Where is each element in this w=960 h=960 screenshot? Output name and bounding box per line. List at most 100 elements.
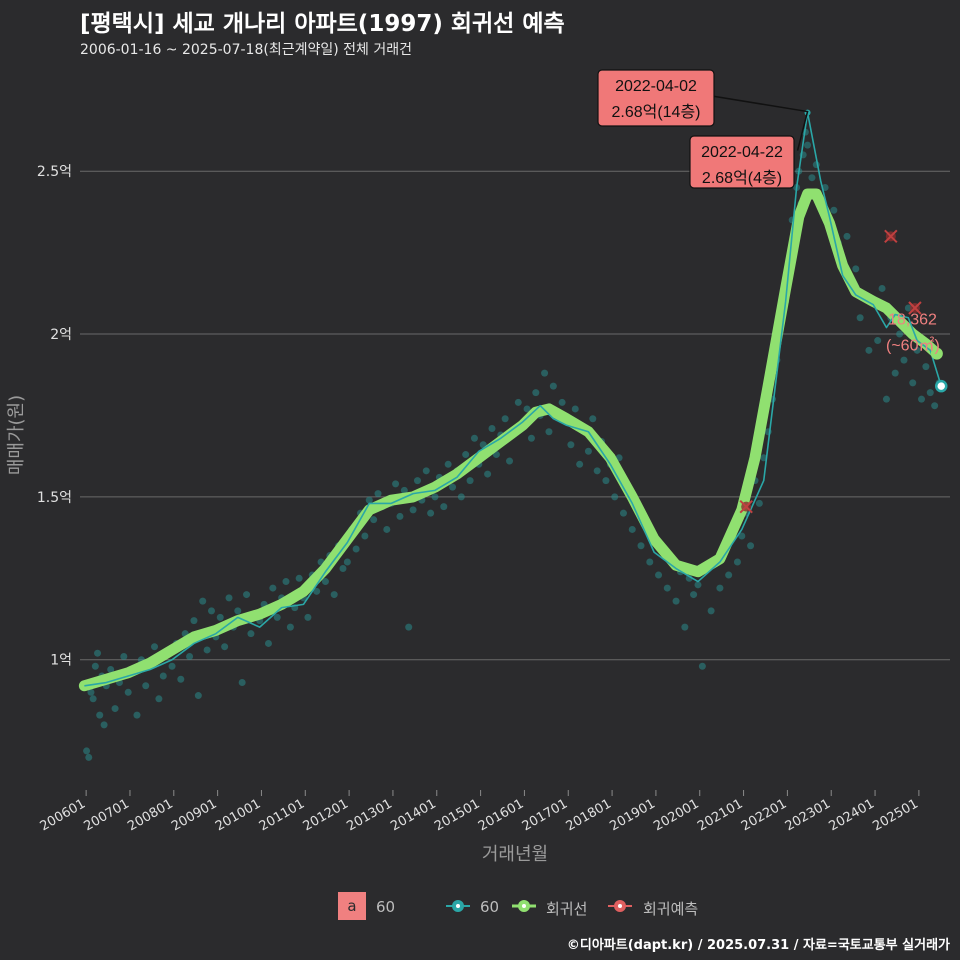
scatter-point — [501, 415, 509, 423]
scatter-point — [698, 662, 706, 670]
scatter-point — [321, 578, 329, 586]
annotation-date: 2022-04-02 — [615, 78, 697, 95]
scatter-point — [120, 652, 128, 660]
scatter-point — [225, 594, 233, 602]
scatter-point — [330, 591, 338, 599]
scatter-point — [611, 493, 619, 501]
scatter-point — [549, 382, 557, 390]
scatter-point — [707, 607, 715, 615]
scatter-point — [558, 398, 566, 406]
scatter-point — [405, 623, 413, 631]
scatter-point — [186, 652, 194, 660]
scatter-point — [133, 711, 141, 719]
scatter-point — [365, 496, 373, 504]
annotation-date: 2022-04-22 — [701, 144, 783, 161]
scatter-point — [151, 643, 159, 651]
scatter-point — [203, 646, 211, 654]
scatter-point — [488, 424, 496, 432]
scatter-point — [422, 467, 430, 475]
scatter-point — [238, 679, 246, 687]
prediction-marker — [908, 301, 922, 315]
regression-end-point — [930, 347, 943, 360]
scatter-point — [409, 506, 417, 514]
x-tick-label: 201401 — [388, 796, 438, 834]
scatter-point — [343, 558, 351, 566]
chart-title: [평택시] 세교 개나리 아파트(1997) 회귀선 예측 — [80, 11, 565, 37]
scatter-point — [94, 649, 102, 657]
legend-item-60: 60 — [480, 898, 500, 916]
x-tick-label: 201801 — [564, 796, 614, 834]
scatter-point — [413, 477, 421, 485]
scatter-point — [532, 389, 540, 397]
scatter-point — [234, 607, 242, 615]
scatter-point — [462, 451, 470, 459]
prediction-marker — [884, 229, 898, 244]
legend: a 60 60 회귀선 회귀예측 — [0, 890, 960, 922]
scatter-point — [663, 584, 671, 592]
scatter-point — [909, 379, 917, 387]
scatter-point — [804, 141, 812, 149]
y-tick-label: 1.5억 — [37, 490, 72, 506]
x-tick-label: 200801 — [125, 796, 175, 834]
annotation-peak-4f: 2022-04-22 2.68억(4층) — [689, 135, 795, 189]
scatter-point — [514, 398, 522, 406]
scatter-point — [900, 356, 908, 364]
scatter-point — [431, 493, 439, 501]
x-tick-label: 201001 — [213, 796, 263, 834]
scatter-point — [207, 607, 215, 615]
x-tick-label: 201201 — [301, 796, 351, 834]
scatter-point — [304, 613, 312, 621]
scatter-point — [440, 503, 448, 511]
scatter-point — [352, 545, 360, 553]
scatter-point — [843, 232, 851, 240]
teal-line-point-icon — [446, 900, 470, 912]
scatter-point — [852, 265, 860, 273]
scatter-point — [361, 532, 369, 540]
x-tick-label: 201501 — [432, 796, 482, 834]
scatter-point — [282, 578, 290, 586]
scatter-point — [523, 405, 531, 413]
scatter-point — [124, 688, 132, 696]
scatter-point — [878, 284, 886, 292]
scatter-point — [286, 623, 294, 631]
x-tick-label: 201901 — [607, 796, 657, 834]
scatter-point — [694, 581, 702, 589]
x-tick-label: 202301 — [783, 796, 833, 834]
legend-item-regression: 회귀선 — [546, 900, 588, 918]
scatter-point — [882, 395, 890, 403]
y-axis-title: 매매가(원) — [6, 395, 27, 475]
scatter-point — [190, 617, 198, 625]
scatter-point — [593, 467, 601, 475]
scatter-point — [865, 346, 873, 354]
scatter-point — [926, 389, 934, 397]
annotation-value: 2.68억(4층) — [702, 169, 782, 187]
scatter-point — [199, 597, 207, 605]
scatter-point — [444, 460, 452, 468]
legend-label-key: a — [338, 892, 366, 920]
scatter-point — [506, 457, 514, 465]
scatter-point — [755, 499, 763, 507]
x-tick-label: 202101 — [695, 796, 745, 834]
scatter-point — [896, 330, 904, 338]
x-tick-label: 202401 — [827, 796, 877, 834]
scatter-point — [716, 584, 724, 592]
end-label-value: 18,362 — [888, 311, 937, 328]
scatter-point — [484, 470, 492, 478]
scatter-point — [159, 672, 167, 680]
scatter-point — [295, 574, 303, 582]
scatter-points — [83, 128, 943, 761]
scatter-point — [690, 591, 698, 599]
scatter-point — [247, 630, 255, 638]
scatter-point — [808, 174, 816, 182]
scatter-point — [273, 613, 281, 621]
scatter-point — [541, 369, 549, 377]
red-line-point-icon — [608, 900, 632, 912]
x-tick-label: 200601 — [38, 796, 88, 834]
x-tick-label: 201301 — [344, 796, 394, 834]
scatter-point — [733, 558, 741, 566]
scatter-point — [918, 395, 926, 403]
x-tick-label: 202001 — [651, 796, 701, 834]
scatter-point — [628, 525, 636, 533]
scatter-point — [457, 493, 465, 501]
